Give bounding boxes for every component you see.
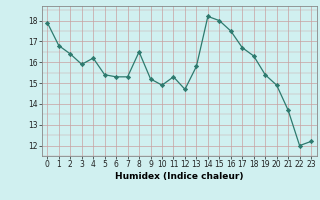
X-axis label: Humidex (Indice chaleur): Humidex (Indice chaleur) [115,172,244,181]
